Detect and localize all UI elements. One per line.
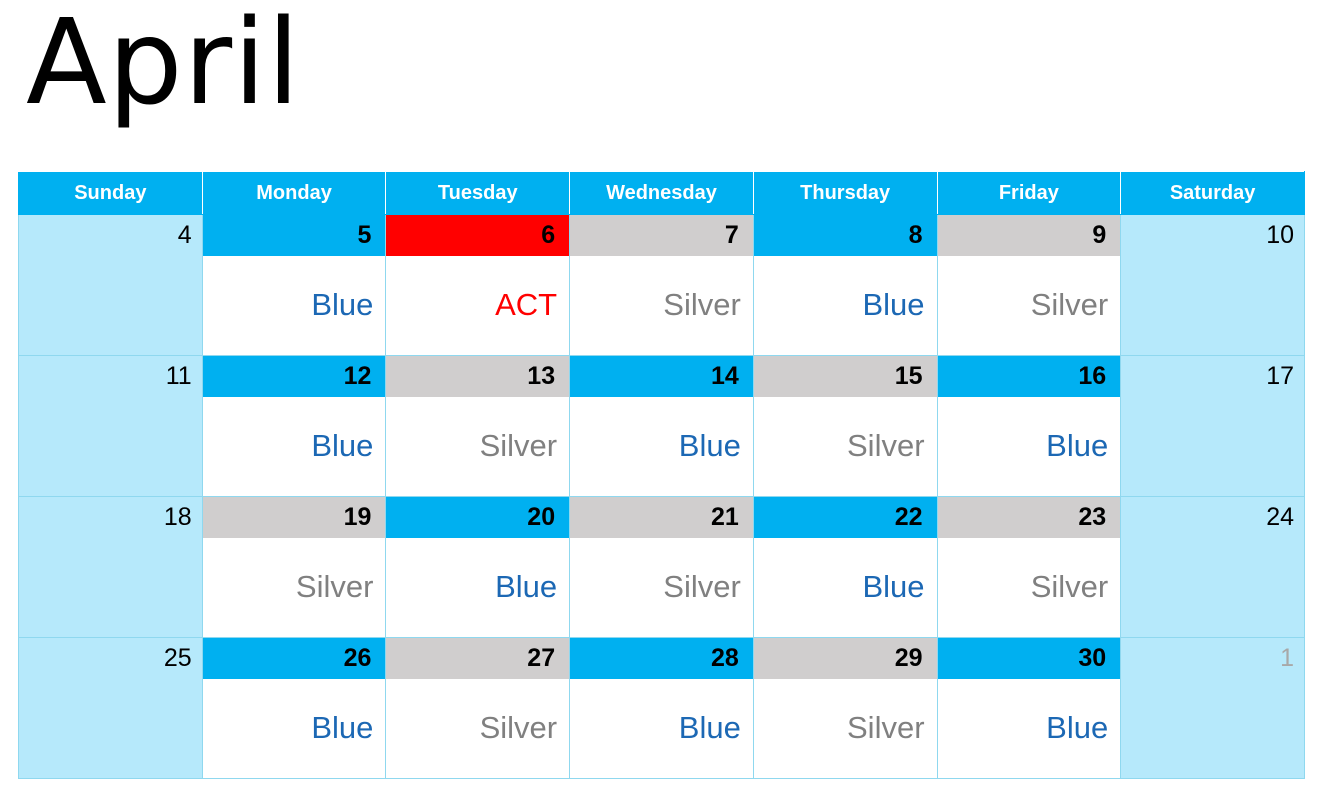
day-schedule-label: Silver bbox=[479, 710, 558, 745]
day-schedule-label: Blue bbox=[311, 710, 374, 745]
day-schedule-label: ACT bbox=[495, 287, 558, 322]
day-number: 18 bbox=[163, 503, 192, 531]
day-number: 17 bbox=[1266, 362, 1294, 390]
day-cell[interactable]: 16 Blue bbox=[936, 355, 1122, 497]
day-number: 26 bbox=[202, 638, 386, 679]
weekday-header-wednesday: Wednesday bbox=[569, 171, 754, 215]
day-cell[interactable]: 13 Silver bbox=[385, 355, 571, 497]
day-schedule-label: Blue bbox=[1046, 428, 1109, 463]
day-number: 25 bbox=[163, 644, 192, 672]
day-number: 10 bbox=[1266, 221, 1294, 249]
day-number: 20 bbox=[386, 497, 570, 538]
day-cell-sunday[interactable]: 4 bbox=[18, 214, 203, 356]
day-cell[interactable]: 23 Silver bbox=[936, 496, 1122, 638]
day-schedule-label: Blue bbox=[862, 287, 925, 322]
week-row: 25 26 Blue 27 Silver 28 Blue 29 Silver 30 Blue 1 bbox=[18, 637, 1305, 779]
day-number: 1 bbox=[1280, 644, 1294, 672]
day-cell[interactable]: 28 Blue bbox=[569, 637, 754, 779]
day-schedule-label: Silver bbox=[663, 287, 741, 322]
day-cell[interactable]: 30 Blue bbox=[936, 637, 1122, 779]
day-number: 14 bbox=[570, 356, 753, 397]
calendar-body: 4 5 Blue 6 ACT 7 Silver 8 Blue 9 Silver 10 11 12 Blue 1… bbox=[18, 214, 1305, 779]
day-cell[interactable]: 14 Blue bbox=[569, 355, 754, 497]
day-cell-saturday[interactable]: 10 bbox=[1120, 214, 1305, 356]
day-number: 16 bbox=[937, 356, 1121, 397]
week-row: 18 19 Silver 20 Blue 21 Silver 22 Blue 23 Silver 24 bbox=[18, 496, 1305, 638]
week-row: 4 5 Blue 6 ACT 7 Silver 8 Blue 9 Silver 10 bbox=[18, 214, 1305, 356]
day-schedule-label: Silver bbox=[847, 710, 925, 745]
day-number: 27 bbox=[386, 638, 570, 679]
day-cell[interactable]: 19 Silver bbox=[201, 496, 387, 638]
weekday-header-friday: Friday bbox=[936, 171, 1122, 215]
weekday-header-row: Sunday Monday Tuesday Wednesday Thursday… bbox=[18, 171, 1305, 215]
day-schedule-label: Blue bbox=[1046, 710, 1109, 745]
day-number: 7 bbox=[570, 215, 753, 256]
day-number: 5 bbox=[202, 215, 386, 256]
day-schedule-label: Silver bbox=[663, 569, 741, 604]
day-schedule-label: Silver bbox=[1030, 569, 1109, 604]
day-number: 30 bbox=[937, 638, 1121, 679]
calendar-grid: Sunday Monday Tuesday Wednesday Thursday… bbox=[18, 171, 1305, 779]
day-number: 8 bbox=[753, 215, 937, 256]
day-number: 12 bbox=[202, 356, 386, 397]
day-number: 19 bbox=[202, 497, 386, 538]
day-cell[interactable]: 20 Blue bbox=[385, 496, 571, 638]
day-cell[interactable]: 9 Silver bbox=[936, 214, 1122, 356]
day-cell[interactable]: 7 Silver bbox=[569, 214, 754, 356]
weekday-header-sunday: Sunday bbox=[18, 171, 203, 215]
day-cell[interactable]: 6 ACT bbox=[385, 214, 571, 356]
weekday-header-tuesday: Tuesday bbox=[385, 171, 571, 215]
day-cell[interactable]: 5 Blue bbox=[201, 214, 387, 356]
day-cell-saturday[interactable]: 17 bbox=[1120, 355, 1305, 497]
day-cell-saturday[interactable]: 1 bbox=[1120, 637, 1305, 779]
day-cell[interactable]: 21 Silver bbox=[569, 496, 754, 638]
day-number: 13 bbox=[386, 356, 570, 397]
day-number: 22 bbox=[753, 497, 937, 538]
day-number: 29 bbox=[753, 638, 937, 679]
day-number: 9 bbox=[937, 215, 1121, 256]
day-schedule-label: Silver bbox=[479, 428, 558, 463]
day-cell[interactable]: 22 Blue bbox=[752, 496, 938, 638]
week-row: 11 12 Blue 13 Silver 14 Blue 15 Silver 16 Blue 17 bbox=[18, 355, 1305, 497]
day-number: 6 bbox=[386, 215, 570, 256]
day-schedule-label: Blue bbox=[678, 428, 741, 463]
day-schedule-label: Silver bbox=[1030, 287, 1109, 322]
day-schedule-label: Silver bbox=[295, 569, 374, 604]
day-schedule-label: Silver bbox=[847, 428, 925, 463]
month-title: April bbox=[26, 0, 301, 131]
day-schedule-label: Blue bbox=[311, 428, 374, 463]
day-number: 21 bbox=[570, 497, 753, 538]
day-schedule-label: Blue bbox=[678, 710, 741, 745]
weekday-header-thursday: Thursday bbox=[752, 171, 938, 215]
day-number: 24 bbox=[1266, 503, 1294, 531]
day-number: 28 bbox=[570, 638, 753, 679]
day-number: 11 bbox=[165, 362, 192, 390]
weekday-header-monday: Monday bbox=[201, 171, 387, 215]
day-schedule-label: Blue bbox=[495, 569, 558, 604]
day-cell[interactable]: 27 Silver bbox=[385, 637, 571, 779]
day-cell[interactable]: 26 Blue bbox=[201, 637, 387, 779]
day-cell-sunday[interactable]: 25 bbox=[18, 637, 203, 779]
day-cell-sunday[interactable]: 11 bbox=[18, 355, 203, 497]
weekday-header-saturday: Saturday bbox=[1120, 171, 1305, 215]
day-number: 23 bbox=[937, 497, 1121, 538]
day-cell-sunday[interactable]: 18 bbox=[18, 496, 203, 638]
day-number: 4 bbox=[177, 221, 192, 249]
day-cell[interactable]: 15 Silver bbox=[752, 355, 938, 497]
day-schedule-label: Blue bbox=[862, 569, 925, 604]
day-cell-saturday[interactable]: 24 bbox=[1120, 496, 1305, 638]
day-number: 15 bbox=[753, 356, 937, 397]
day-cell[interactable]: 8 Blue bbox=[752, 214, 938, 356]
day-schedule-label: Blue bbox=[311, 287, 374, 322]
day-cell[interactable]: 12 Blue bbox=[201, 355, 387, 497]
day-cell[interactable]: 29 Silver bbox=[752, 637, 938, 779]
